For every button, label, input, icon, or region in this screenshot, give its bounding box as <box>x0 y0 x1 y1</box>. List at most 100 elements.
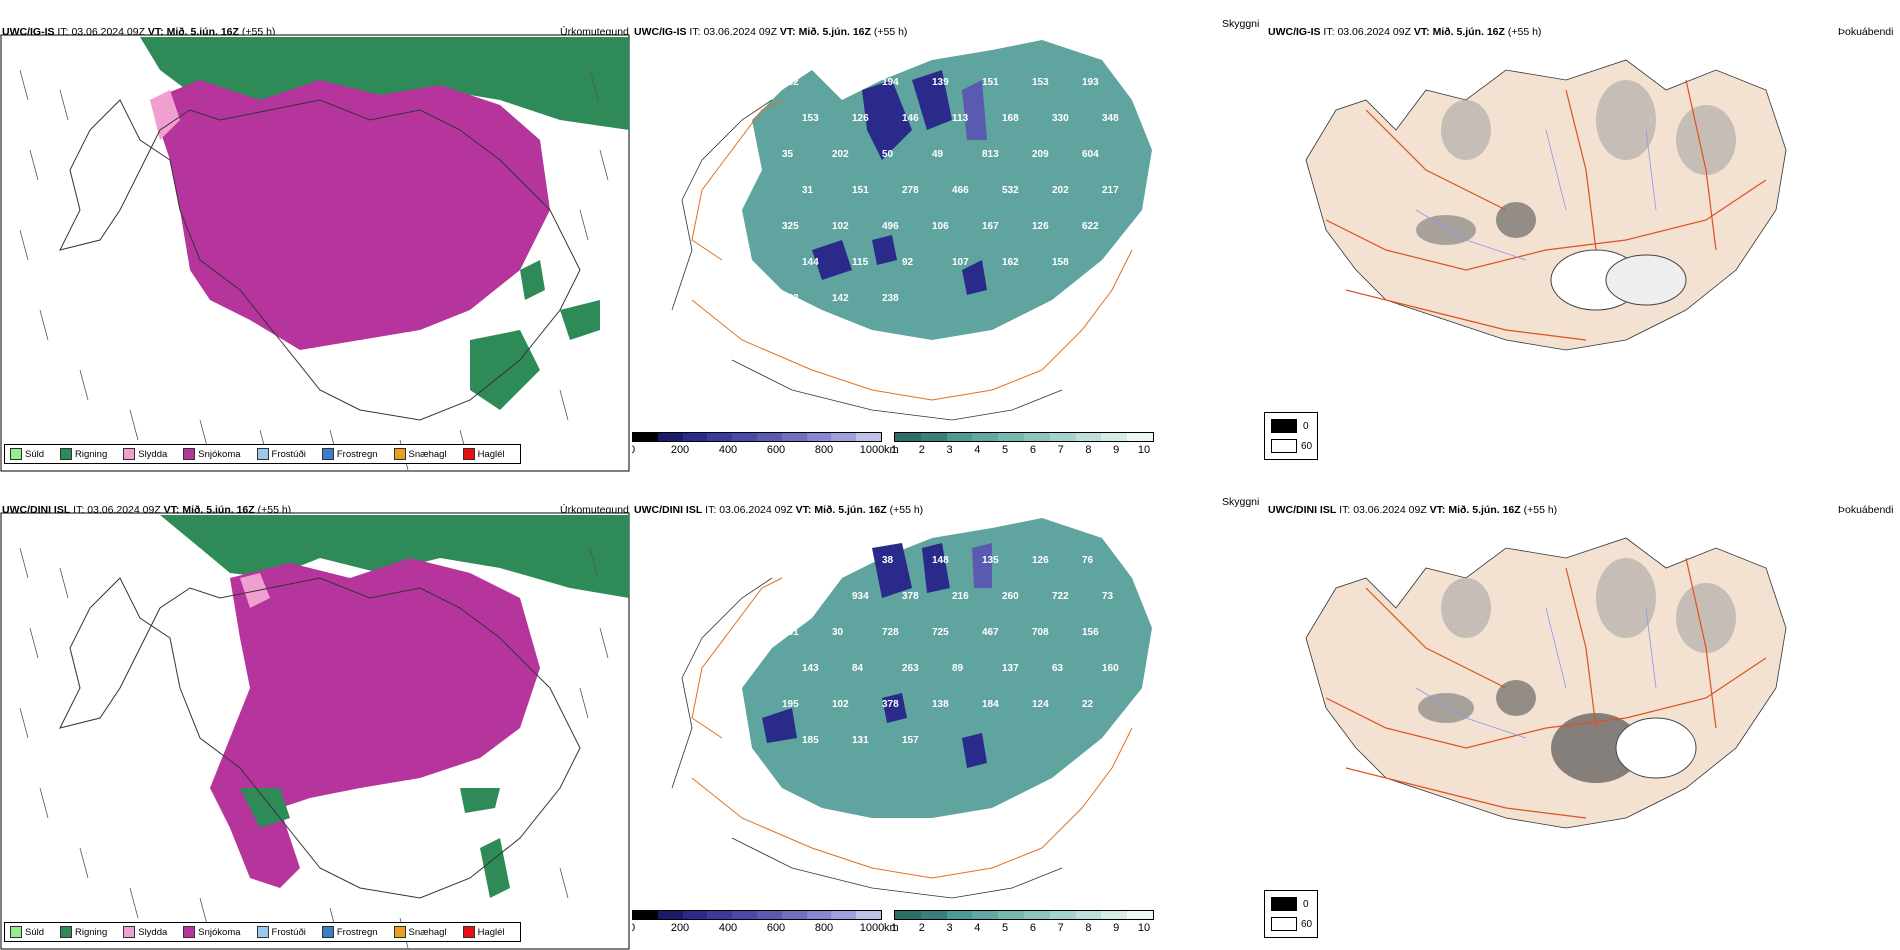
panel-header: UWC/DINI ISL IT: 03.06.2024 09Z VT: Mið.… <box>634 504 924 516</box>
cloud-base-label: 202 <box>1052 185 1069 196</box>
precip-legend-item: Snæhagl <box>393 448 447 460</box>
cloud-base-label: 325 <box>782 221 799 232</box>
cloud-base-label: 49 <box>932 149 944 160</box>
cloud-base-label: 31 <box>802 185 814 196</box>
cloud-base-label: 185 <box>802 735 819 746</box>
cloud-base-label: 260 <box>1002 591 1019 602</box>
cloud-map: 132 147 194 139 151 153 193 153 126 146 113 168 330 3… <box>671 40 1152 421</box>
cloud-base-label: 330 <box>1052 113 1069 124</box>
cloud-base-label: 107 <box>952 257 969 268</box>
colorbar-tick: 1 <box>890 444 898 456</box>
cloud-base-label: 157 <box>902 735 919 746</box>
precip-legend-label: Haglél <box>477 448 505 460</box>
colorbar-tick: 1 <box>890 922 898 934</box>
precip-legend-label: Slydda <box>138 448 168 460</box>
cloud-base-label: 167 <box>982 221 999 232</box>
precip-legend-label: Haglél <box>477 926 505 938</box>
precip-legend-item: Snjókoma <box>183 926 241 938</box>
cloud-base-label: 102 <box>832 699 849 710</box>
cloud-base-label: 153 <box>802 113 819 124</box>
cloud-base-label: 193 <box>1082 77 1099 88</box>
colorbar-tick: 3 <box>946 922 953 934</box>
colorbar-tick: 9 <box>1113 922 1120 934</box>
precip-legend-label: Snjókoma <box>198 448 241 460</box>
fog-legend: 0 60 <box>1264 890 1318 938</box>
precip-legend-swatch <box>462 448 475 460</box>
colorbar-tick: 8 <box>1085 922 1092 934</box>
precip-legend-swatch <box>462 926 475 938</box>
colorbar-tick: 9 <box>1113 444 1120 456</box>
precip-legend-item: Rigning <box>60 448 107 460</box>
cloud-base-label: 146 <box>902 113 919 124</box>
cloud-base-label: 124 <box>1032 699 1049 710</box>
colorbar-tick: 10 <box>1137 444 1151 456</box>
cloud-base-label: 89 <box>952 663 964 674</box>
precip-legend-item: Slydda <box>123 448 167 460</box>
cloud-base-label: 263 <box>902 663 919 674</box>
cloud-base-label: 532 <box>1002 185 1019 196</box>
cloud-map: 242 327 38 148 135 126 76 10 934 378 216 260 722 73 15… <box>671 518 1152 899</box>
colorbar-tick: 800 <box>814 444 834 456</box>
colorbar-tick: 0 <box>632 922 635 934</box>
panel-header: UWC/DINI ISL IT: 03.06.2024 09Z VT: Mið.… <box>1268 504 1558 516</box>
precip-legend-item: Frostregn <box>321 448 378 460</box>
cloud-base-label: 327 <box>832 555 849 566</box>
colorbar-tick: 4 <box>974 922 981 934</box>
precip-legend-item: Slydda <box>123 926 167 938</box>
fog-panel-row2: UWC/DINI ISL IT: 03.06.2024 09Z VT: Mið.… <box>1266 488 1900 950</box>
precip-legend-swatch <box>123 448 136 460</box>
cloud-base-label: 813 <box>982 149 999 160</box>
cloud-base-label: 151 <box>982 77 999 88</box>
precip-legend-item: Rigning <box>60 926 107 938</box>
cloud-base-label: 115 <box>852 257 869 268</box>
precip-legend-item: Snæhagl <box>393 926 447 938</box>
height-colorbar: 02004006008001000 m <box>632 910 884 940</box>
cloud-base-label: 63 <box>1052 663 1064 674</box>
cloud-base-label: 151 <box>782 627 799 638</box>
cloud-base-label: 722 <box>1052 591 1069 602</box>
cloud-base-label: 142 <box>832 293 849 304</box>
colorbar-tick: 3 <box>946 444 953 456</box>
cloud-base-label: 209 <box>1032 149 1049 160</box>
cloud-base-label: 238 <box>882 293 899 304</box>
precip-legend-swatch <box>256 926 269 938</box>
colorbar-tick: 7 <box>1057 444 1064 456</box>
cloud-base-label: 102 <box>832 221 849 232</box>
colorbar-tick: 1000 <box>859 444 885 456</box>
precip-legend-label: Snæhagl <box>408 448 447 460</box>
precip-legend-swatch <box>393 448 406 460</box>
cloud-base-label: 378 <box>902 591 919 602</box>
cloud-base-label: 160 <box>1102 663 1119 674</box>
fog-map <box>1305 537 1787 829</box>
cloud-base-label: 725 <box>932 627 949 638</box>
cloud-base-label: 132 <box>782 77 799 88</box>
precip-legend-swatch <box>60 448 73 460</box>
cloud-base-label: 139 <box>932 77 949 88</box>
cloud-base-label: 138 <box>932 699 949 710</box>
fog-legend-high: 60 <box>1301 919 1313 930</box>
colorbar-tick: 5 <box>1002 444 1009 456</box>
precip-legend-label: Rigning <box>75 926 108 938</box>
precip-map <box>0 512 630 950</box>
precip-legend-item: Frostúði <box>256 926 306 938</box>
precip-legend: Súld Rigning Slydda Snjókoma Frostúði Frostre… <box>4 444 521 464</box>
precip-panel-row1: UWC/IG-IS IT: 03.06.2024 09Z VT: Mið. 5.… <box>0 10 630 472</box>
cloud-base-label: 622 <box>1082 221 1099 232</box>
fog-legend-low-swatch <box>1271 419 1297 433</box>
colorbar-tick: 6 <box>1029 444 1036 456</box>
precip-legend-swatch <box>10 926 22 938</box>
precip-legend-label: Frostregn <box>336 926 378 938</box>
precip-map <box>0 34 630 472</box>
cloud-base-label: 92 <box>902 257 914 268</box>
visibility-colorbar: 1 2 3 4 5 6 7 8 9 10 km <box>884 432 1154 462</box>
cloud-base-label: 708 <box>1032 627 1049 638</box>
cloud-base-label: 378 <box>882 699 899 710</box>
colorbar-tick: 8 <box>1085 444 1092 456</box>
colorbar-tick: 600 <box>766 922 786 934</box>
precip-legend-label: Súld <box>25 448 45 460</box>
fog-legend-high: 60 <box>1301 441 1313 452</box>
cloud-base-label: 126 <box>1032 555 1049 566</box>
panel-title: Þokuábendi <box>1838 504 1894 516</box>
cloud-base-label: 348 <box>1102 113 1119 124</box>
cloud-base-label: 162 <box>1002 257 1019 268</box>
